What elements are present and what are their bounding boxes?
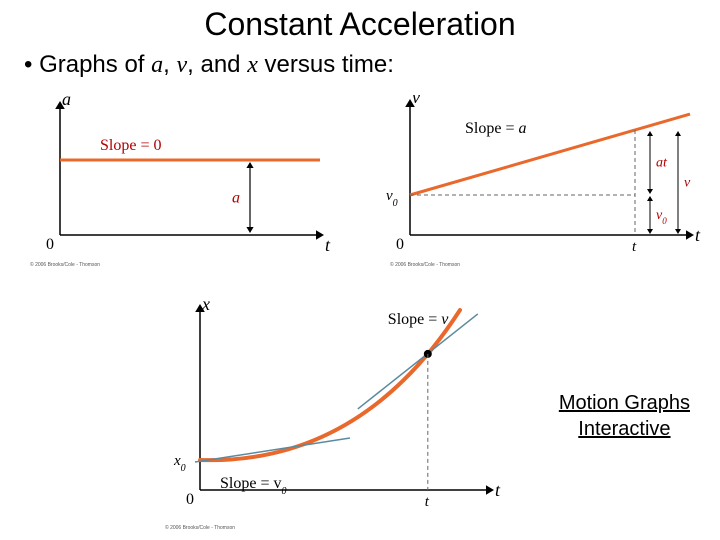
svg-text:Slope = v: Slope = v [388,311,449,328]
svg-text:at: at [656,156,668,171]
svg-text:a: a [62,95,71,109]
svg-text:t: t [425,494,430,510]
svg-text:t: t [495,480,501,500]
svg-text:v: v [412,95,420,107]
svg-text:Slope = v0: Slope = v0 [220,475,286,497]
svg-text:v: v [684,176,691,191]
svg-text:v0: v0 [656,208,667,226]
svg-text:Slope = a: Slope = a [465,120,526,137]
bullet-line: • Graphs of a, v, and x versus time: [24,51,720,79]
svg-text:Slope = 0: Slope = 0 [100,137,161,154]
svg-text:0: 0 [46,236,54,253]
credit-1: © 2006 Brooks/Cole - Thomson [30,262,100,268]
svg-text:t: t [695,225,701,245]
page-title: Constant Acceleration [0,0,720,43]
svg-text:0: 0 [396,236,404,253]
credit-2: © 2006 Brooks/Cole - Thomson [390,262,460,268]
svg-text:0: 0 [186,491,194,508]
svg-text:t: t [325,235,331,255]
graph-v-vs-t: v t 0 Slope = a v0 at v0 v t [380,95,710,255]
motion-graphs-link[interactable]: Motion GraphsInteractive [559,390,690,442]
svg-text:v0: v0 [386,188,398,209]
svg-text:x0: x0 [173,453,186,474]
graph-x-vs-t: x t 0x0 Slope = v Slope = v0 t [150,300,510,520]
graph-a-vs-t: a t 0 Slope = 0 a [20,95,340,255]
svg-text:a: a [232,190,240,207]
svg-text:t: t [632,239,637,255]
credit-3: © 2006 Brooks/Cole - Thomson [165,525,235,531]
svg-text:x: x [201,300,210,314]
